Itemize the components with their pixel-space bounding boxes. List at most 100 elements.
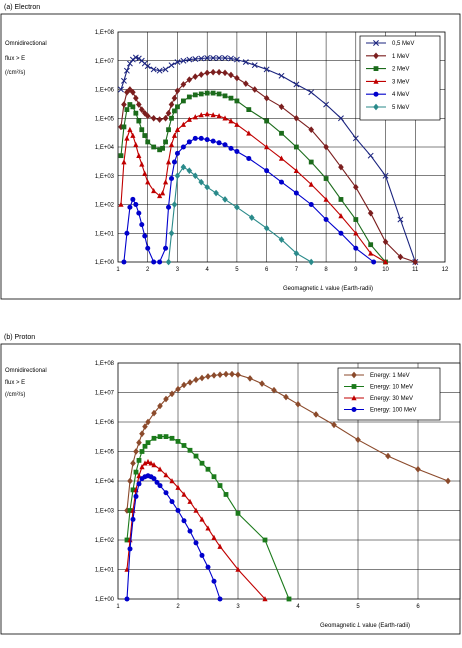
panel-a-y-tick-label: 1,E+08 xyxy=(95,30,115,36)
panel-a-title: (a) Electron xyxy=(4,4,40,11)
panel-a-data-point xyxy=(222,115,228,121)
panel-b-data-point xyxy=(130,487,136,493)
panel-a-data-point xyxy=(234,74,240,82)
panel-a-data-point xyxy=(278,236,285,244)
panel-a-data-point xyxy=(368,250,374,256)
panel-b-data-point xyxy=(163,472,169,478)
panel-a-y-tick-label: 1,E+04 xyxy=(95,145,115,151)
panel-a-data-point xyxy=(308,126,315,134)
panel-b-data-point xyxy=(175,385,181,393)
panel-b-ylabel-1: Omnidirectional xyxy=(5,368,47,374)
panel-b-data-point xyxy=(157,466,163,472)
panel-a-data-point xyxy=(162,179,169,185)
panel-b-data-point xyxy=(199,552,205,558)
panel-a-x-tick-label: 4 xyxy=(206,267,210,273)
panel-a-data-point xyxy=(323,101,330,108)
panel-a-data-point xyxy=(133,110,139,116)
panel-a-data-point xyxy=(174,59,181,66)
panel-b-data-point xyxy=(151,435,157,441)
panel-a-data-point xyxy=(136,152,142,158)
panel-b-data-point xyxy=(124,537,130,543)
panel-a-data-point xyxy=(367,209,374,217)
panel-b-title: (b) Proton xyxy=(4,334,35,341)
panel-b-series-2 xyxy=(124,458,268,602)
panel-a-data-point xyxy=(186,94,192,100)
panel-b-data-point xyxy=(187,528,193,534)
panel-a-data-point xyxy=(156,67,163,74)
panel-b-x-tick-label: 5 xyxy=(356,604,360,610)
panel-b-data-point xyxy=(181,443,187,448)
panel-a-data-point xyxy=(279,130,284,136)
panel-b-data-point xyxy=(145,458,151,465)
panel-a-data-point xyxy=(367,152,374,159)
panel-a-data-point xyxy=(397,216,404,223)
panel-b-y-tick-label: 1,E+00 xyxy=(95,597,115,603)
panel-a-data-point xyxy=(127,86,133,93)
panel-a-data-point xyxy=(169,115,174,121)
panel-b-data-point xyxy=(175,508,181,513)
panel-a-series-2 xyxy=(118,90,388,265)
panel-b-legend-marker xyxy=(351,395,357,401)
panel-a-data-point xyxy=(353,230,359,236)
panel-b-data-point xyxy=(163,490,169,496)
panel-a-data-point xyxy=(171,159,177,165)
panel-a-data-point xyxy=(210,112,216,118)
panel-a-x-tick-label: 2 xyxy=(146,267,150,273)
panel-b-data-point xyxy=(124,596,130,602)
panel-a-data-point xyxy=(157,147,163,153)
panel-a-legend-marker xyxy=(373,91,379,97)
panel-a-frame xyxy=(0,13,461,300)
panel-a-data-point xyxy=(130,132,136,138)
panel-b-data-point xyxy=(415,465,421,473)
panel-a-data-point xyxy=(198,71,205,79)
panel-b-y-tick-label: 1,E+01 xyxy=(95,568,115,574)
panel-a-data-point xyxy=(142,133,148,138)
panel-a-data-point xyxy=(216,91,222,97)
panel-a-data-point xyxy=(145,179,151,185)
panel-b-data-point xyxy=(199,374,205,382)
panel-a-data-point xyxy=(198,178,205,186)
panel-b-y-tick-label: 1,E+06 xyxy=(95,420,115,426)
panel-a-data-point xyxy=(160,145,165,151)
panel-a-legend-label: 4 MeV xyxy=(392,92,409,98)
panel-a-data-point xyxy=(186,139,192,145)
panel-a-data-point xyxy=(124,230,130,236)
panel-a-legend-label: 2 MeV xyxy=(392,67,409,73)
panel-a-data-point xyxy=(180,81,187,88)
panel-b-data-point xyxy=(229,370,235,378)
panel-a-data-point xyxy=(198,112,204,118)
panel-a-data-point xyxy=(263,224,270,232)
panel-b-x-tick-label: 4 xyxy=(296,604,300,610)
panel-a-data-point xyxy=(204,69,211,77)
panel-a-data-point xyxy=(145,139,151,145)
panel-b-legend-marker xyxy=(351,371,357,379)
panel-a-data-point xyxy=(210,90,216,96)
panel-a-data-point xyxy=(136,210,142,216)
panel-a-data-point xyxy=(264,144,270,150)
panel-b-data-point xyxy=(235,510,241,516)
panel-a-data-point xyxy=(139,222,145,228)
panel-a-data-point xyxy=(169,176,175,182)
panel-b-data-point xyxy=(127,477,133,485)
panel-b-data-point xyxy=(199,460,205,466)
panel-a-data-point xyxy=(353,217,359,222)
panel-a-data-point xyxy=(124,135,130,141)
panel-b-data-point xyxy=(175,438,181,444)
panel-a-data-point xyxy=(382,238,389,246)
panel-a-data-point xyxy=(338,115,344,122)
panel-a-data-point xyxy=(168,101,175,108)
panel-a-data-point xyxy=(127,204,133,210)
panel-a-data-point xyxy=(144,63,151,70)
panel-b-ylabel-3: (/cm²/s) xyxy=(5,392,25,398)
panel-a-data-point xyxy=(246,107,252,112)
panel-a-data-point xyxy=(323,196,329,202)
panel-a-data-point xyxy=(210,138,216,144)
panel-a-data-point xyxy=(171,132,178,138)
panel-a-y-tick-label: 1,E+06 xyxy=(95,88,115,94)
panel-a-xlabel-suffix: value (Earth-radii) xyxy=(324,286,373,292)
panel-b-data-point xyxy=(445,477,451,485)
panel-a-y-tick-label: 1,E+00 xyxy=(95,260,115,266)
panel-b-data-point xyxy=(286,596,292,602)
panel-b-data-point xyxy=(331,421,337,429)
panel-a-series-0 xyxy=(118,54,419,265)
